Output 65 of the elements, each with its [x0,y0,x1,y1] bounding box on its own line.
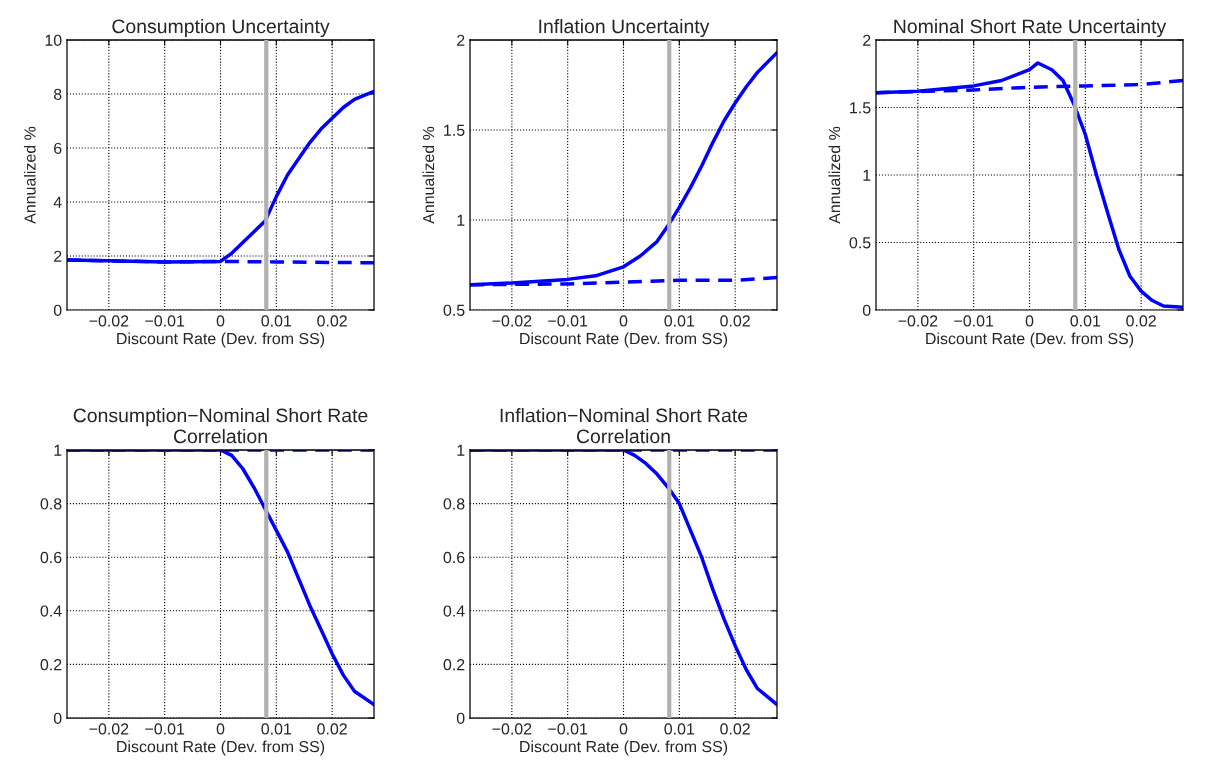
x-tick-label: 0 [216,315,225,327]
chart-title: Nominal Short Rate Uncertainty [894,18,1167,38]
x-tick-label: −0.02 [492,723,532,735]
x-tick-label: −0.02 [898,315,938,327]
x-axis-title: Discount Rate (Dev. from SS) [117,332,325,348]
y-tick-label: 4 [53,196,62,208]
x-tick-label: 0.02 [720,315,750,327]
x-tick-label: 0.02 [1126,315,1156,327]
chart-title: Inflation−Nominal Short Rate Correlation [500,408,748,444]
x-axis-title: Discount Rate (Dev. from SS) [117,740,325,756]
y-tick-label: 0.8 [40,498,62,510]
y-tick-label: 1.5 [850,102,871,114]
y-tick-label: 1 [863,169,871,181]
chart-title: Consumption−Nominal Short Rate Correlation [73,408,368,444]
x-tick-label: 0.01 [664,723,695,735]
y-axis-title: Annualized % [422,126,435,224]
x-axis-title: Discount Rate (Dev. from SS) [926,332,1134,348]
x-tick-label: −0.02 [89,315,129,327]
x-tick-label: 0.02 [317,315,347,327]
y-tick-label: 10 [45,34,62,46]
y-tick-label: 2 [457,34,465,46]
x-tick-label: −0.01 [954,315,994,327]
chart-title: Inflation Uncertainty [539,18,710,38]
y-tick-label: 2 [863,34,871,46]
x-tick-label: 0 [619,315,628,327]
y-tick-label: 0.5 [443,304,465,316]
y-tick-label: 0.2 [443,659,465,671]
x-tick-label: 0.02 [317,723,347,735]
y-tick-label: 1 [54,444,62,456]
x-tick-label: −0.02 [89,723,129,735]
x-tick-label: −0.01 [548,723,588,735]
y-tick-label: 0.2 [40,659,62,671]
y-tick-label: 0.8 [443,498,465,510]
x-tick-label: 0.01 [1070,315,1101,327]
y-tick-label: 0 [53,712,62,724]
x-tick-label: 0.01 [261,723,292,735]
chart-title: Consumption Uncertainty [112,18,330,38]
y-tick-label: 0.6 [40,551,62,564]
y-tick-label: 0 [53,304,62,316]
x-tick-label: −0.01 [145,723,185,735]
x-tick-label: 0 [1025,315,1034,327]
x-tick-label: −0.01 [145,315,185,327]
x-tick-label: −0.02 [492,315,532,327]
y-tick-label: 0.5 [849,237,871,249]
x-axis-title: Discount Rate (Dev. from SS) [520,332,728,348]
x-tick-label: 0.01 [261,315,292,327]
y-tick-label: 0.4 [443,605,465,617]
y-tick-label: 6 [54,142,62,154]
y-tick-label: 0.6 [443,551,465,564]
x-tick-label: −0.01 [548,315,588,327]
x-axis-title: Discount Rate (Dev. from SS) [520,740,728,756]
y-tick-label: 0.4 [40,605,62,617]
y-tick-label: 1 [457,214,465,226]
y-axis-title: Annualized % [828,126,841,224]
x-tick-label: 0.02 [720,723,750,735]
x-tick-label: 0.01 [664,315,695,327]
y-tick-label: 0 [456,712,465,724]
y-tick-label: 2 [54,250,62,262]
y-tick-label: 1.5 [444,124,465,136]
y-tick-label: 1 [457,444,465,456]
y-tick-label: 8 [53,88,62,100]
x-tick-label: 0 [619,723,628,735]
x-tick-label: 0 [216,723,225,735]
y-axis-title: Annualized % [23,126,36,224]
y-tick-label: 0 [862,304,871,316]
